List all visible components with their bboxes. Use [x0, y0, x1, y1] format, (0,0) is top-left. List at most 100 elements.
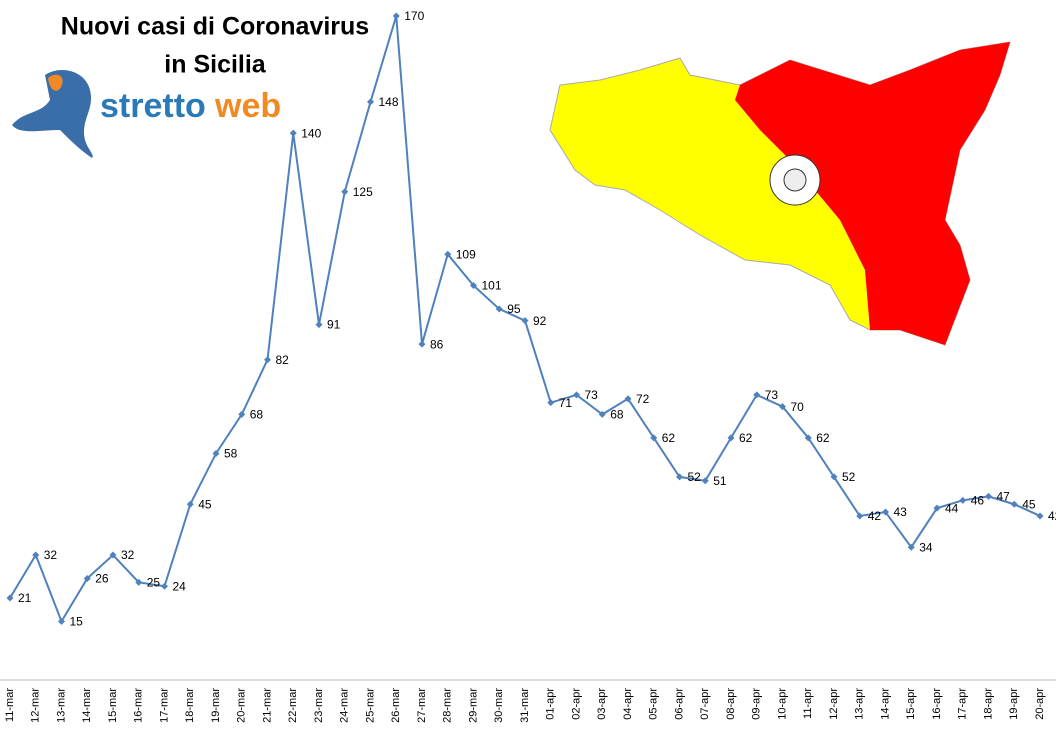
data-label: 44 — [945, 501, 959, 515]
data-label: 72 — [636, 392, 650, 406]
marker — [985, 492, 992, 500]
marker — [6, 594, 14, 602]
marker — [830, 473, 838, 481]
x-tick-label: 25-mar — [364, 688, 376, 723]
data-label: 45 — [1022, 497, 1036, 511]
marker — [135, 578, 143, 586]
data-label: 15 — [70, 615, 84, 629]
x-tick-label: 10-apr — [776, 688, 788, 720]
marker — [1010, 500, 1018, 508]
marker — [521, 317, 529, 325]
marker — [624, 395, 632, 403]
x-tick-label: 03-apr — [596, 688, 608, 720]
data-label: 43 — [894, 505, 908, 519]
marker — [32, 551, 40, 559]
x-tick-label: 20-mar — [236, 688, 248, 723]
data-label: 52 — [842, 470, 856, 484]
data-label: 62 — [816, 431, 830, 445]
marker — [161, 582, 168, 590]
marker — [727, 434, 735, 442]
x-tick-label: 31-mar — [519, 688, 531, 723]
x-tick-label: 18-apr — [982, 688, 994, 720]
marker — [392, 12, 400, 20]
data-label: 70 — [791, 400, 805, 414]
marker — [341, 188, 349, 196]
x-tick-label: 15-mar — [107, 688, 119, 723]
x-tick-label: 19-mar — [210, 688, 222, 723]
x-tick-label: 11-mar — [4, 688, 16, 722]
marker — [58, 617, 65, 625]
x-tick-label: 07-apr — [699, 688, 711, 720]
marker — [650, 434, 658, 442]
data-label: 42 — [868, 509, 882, 523]
data-label: 45 — [198, 497, 212, 511]
x-tick-label: 29-mar — [467, 688, 479, 723]
marker — [1036, 512, 1044, 520]
data-label: 140 — [301, 126, 321, 140]
data-label: 68 — [610, 408, 624, 422]
x-tick-label: 01-apr — [545, 688, 557, 720]
x-tick-label: 16-apr — [931, 688, 943, 720]
data-label: 101 — [482, 279, 502, 293]
marker — [470, 282, 477, 290]
data-label: 148 — [379, 95, 399, 109]
marker — [109, 551, 117, 559]
data-label: 32 — [44, 548, 58, 562]
logo-text: stretto — [100, 87, 206, 125]
data-label: 86 — [430, 337, 444, 351]
data-label: 82 — [276, 353, 290, 367]
marker — [547, 399, 555, 407]
logo-text: web — [214, 87, 281, 125]
data-label: 170 — [404, 9, 424, 23]
x-tick-label: 15-apr — [905, 688, 917, 720]
data-label: 46 — [971, 494, 985, 508]
data-label: 95 — [507, 302, 521, 316]
x-tick-label: 05-apr — [648, 688, 660, 720]
marker — [882, 508, 889, 516]
x-tick-label: 02-apr — [570, 688, 582, 720]
x-tick-label: 11-apr — [802, 688, 814, 719]
marker — [573, 391, 580, 399]
x-tick-label: 30-mar — [493, 688, 505, 723]
marker — [289, 129, 297, 137]
data-label: 62 — [739, 431, 753, 445]
x-tick-label: 13-mar — [55, 688, 67, 723]
data-label: 91 — [327, 318, 341, 332]
logo-mark — [12, 70, 93, 158]
data-label: 51 — [713, 474, 727, 488]
marker — [959, 496, 967, 504]
data-label: 25 — [147, 576, 161, 590]
x-tick-label: 26-mar — [390, 688, 402, 723]
data-label: 73 — [765, 388, 779, 402]
x-tick-label: 21-mar — [261, 688, 273, 723]
x-tick-label: 17-apr — [957, 688, 969, 720]
chart-title: in Sicilia — [164, 51, 267, 79]
marker — [933, 504, 941, 512]
data-label: 32 — [121, 548, 135, 562]
x-tick-label: 19-apr — [1008, 688, 1020, 720]
x-tick-label: 12-mar — [30, 688, 42, 723]
data-label: 92 — [533, 314, 547, 328]
x-tick-label: 18-mar — [184, 688, 196, 723]
marker — [264, 356, 271, 364]
x-tick-label: 23-mar — [313, 688, 325, 723]
x-tick-label: 13-apr — [854, 688, 866, 720]
marker — [83, 574, 91, 582]
marker — [804, 434, 812, 442]
x-tick-label: 20-apr — [1034, 688, 1046, 720]
data-label: 73 — [585, 388, 599, 402]
x-tick-label: 14-mar — [81, 688, 93, 723]
x-tick-label: 17-mar — [158, 688, 170, 723]
data-label: 58 — [224, 447, 238, 461]
marker — [444, 250, 452, 258]
data-label: 62 — [662, 431, 676, 445]
marker — [315, 321, 323, 329]
marker — [856, 512, 864, 520]
marker — [753, 391, 761, 399]
marker — [598, 410, 606, 418]
data-label: 42 — [1048, 509, 1056, 523]
x-tick-label: 28-mar — [442, 688, 454, 723]
marker — [701, 477, 709, 485]
sicily-map — [549, 41, 1011, 346]
